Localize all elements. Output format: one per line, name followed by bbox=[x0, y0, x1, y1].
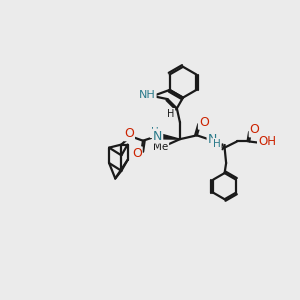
Text: N: N bbox=[208, 133, 217, 146]
Text: OH: OH bbox=[258, 135, 276, 148]
Text: O: O bbox=[250, 123, 260, 136]
Polygon shape bbox=[158, 134, 180, 139]
Text: O: O bbox=[124, 127, 134, 140]
Text: O: O bbox=[199, 116, 209, 129]
Text: N: N bbox=[153, 130, 162, 142]
Text: H: H bbox=[151, 127, 158, 137]
Text: H: H bbox=[213, 139, 221, 149]
Text: Me: Me bbox=[153, 142, 168, 152]
Text: H: H bbox=[167, 109, 174, 119]
Text: O: O bbox=[132, 147, 142, 160]
Text: NH: NH bbox=[139, 89, 156, 100]
